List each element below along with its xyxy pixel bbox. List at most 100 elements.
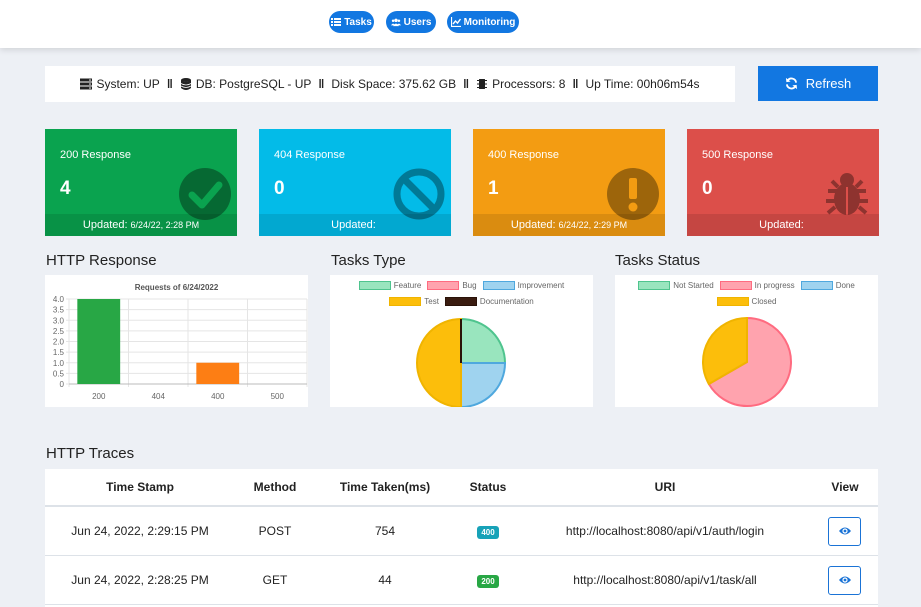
nav-tasks-button[interactable]: Tasks — [329, 11, 374, 33]
top-navbar: Tasks Users Monitoring — [0, 0, 921, 48]
view-trace-button[interactable] — [828, 516, 861, 546]
legend-label: Improvement — [517, 281, 565, 290]
card-title: 200 Response — [60, 149, 131, 161]
card-footer: Updated: 6/24/22, 2:28 PM — [45, 214, 237, 236]
card-footer: Updated: — [259, 214, 451, 236]
legend-swatch — [719, 281, 752, 290]
header-status[interactable]: Status — [469, 480, 507, 494]
tasks-type-legend-row2: Test Documentation — [330, 297, 593, 306]
card-footer: Updated: 6/24/22, 2:29 PM — [473, 214, 665, 236]
refresh-button[interactable]: Refresh — [758, 66, 878, 101]
refresh-label: Refresh — [805, 76, 852, 91]
card-value: 1 — [488, 178, 499, 199]
bug-icon — [826, 173, 868, 215]
tasks-type-legend: Feature Bug Improvement — [330, 281, 593, 290]
separator: ‖ — [318, 77, 325, 91]
updated-time: 6/24/22, 2:28 PM — [130, 220, 200, 230]
system-status-text: System: UP — [96, 77, 160, 91]
tasks-status-chart-panel: Not Started In progress Done Closed — [615, 275, 878, 407]
legend-swatch — [800, 281, 833, 290]
cell-timestamp: Jun 24, 2022, 2:28:25 PM — [71, 573, 209, 587]
database-icon — [180, 78, 192, 90]
header-view[interactable]: View — [831, 480, 859, 494]
response-card-400: 400 Response 1 Updated: 6/24/22, 2:29 PM — [473, 129, 665, 236]
view-trace-button[interactable] — [828, 565, 861, 595]
nav-users-label: Users — [403, 16, 432, 28]
card-value: 0 — [702, 178, 713, 199]
legend-item-bug[interactable]: Bug — [427, 281, 477, 290]
cell-time-taken: 754 — [374, 524, 396, 538]
legend-label: Not Started — [673, 281, 714, 290]
pie-slice-improvement — [460, 362, 507, 407]
separator: ‖ — [463, 77, 470, 91]
updated-label: Updated: — [510, 219, 556, 231]
legend-swatch — [482, 281, 515, 290]
updated-label: Updated: — [331, 219, 376, 231]
legend-item-test[interactable]: Test — [389, 297, 439, 306]
chart-line-icon — [450, 17, 461, 27]
legend-item-improvement[interactable]: Improvement — [482, 281, 565, 290]
response-card-200: 200 Response 4 Updated: 6/24/22, 2:28 PM — [45, 129, 237, 236]
cell-time-taken: 44 — [378, 573, 392, 587]
tasks-status-legend: Not Started In progress Done — [615, 281, 878, 290]
x-tick-label: 404 — [152, 392, 166, 401]
card-title: 500 Response — [702, 149, 773, 161]
y-tick-label: 1.5 — [53, 348, 65, 357]
y-tick-label: 3.5 — [53, 306, 65, 315]
legend-item-feature[interactable]: Feature — [358, 281, 422, 290]
eye-icon — [838, 527, 851, 535]
cell-method: POST — [258, 524, 292, 538]
cell-uri: http://localhost:8080/api/v1/auth/login — [565, 524, 765, 538]
pie-slice-feature — [460, 317, 507, 364]
list-icon — [331, 18, 342, 26]
tasks-status-pie-chart — [702, 316, 792, 407]
legend-item-documentation[interactable]: Documentation — [444, 297, 534, 306]
http-response-bar-chart: 4.0 3.53.0 2.5 2.01.5 1.00.5 0 200 404 400 500 — [53, 295, 308, 401]
legend-label: In progress — [754, 281, 795, 290]
nav-users-button[interactable]: Users — [386, 11, 436, 33]
table-header: Time Stamp Method Time Taken(ms) Status … — [45, 469, 878, 507]
cell-method: GET — [262, 573, 288, 587]
legend-swatch — [444, 297, 477, 306]
x-tick-label: 200 — [92, 392, 106, 401]
updated-time: 6/24/22, 2:29 PM — [558, 220, 628, 230]
updated-label: Updated: — [82, 219, 128, 231]
legend-item-done[interactable]: Done — [800, 281, 855, 290]
card-value: 4 — [60, 178, 71, 199]
y-tick-label: 1.0 — [53, 359, 65, 368]
header-method[interactable]: Method — [253, 480, 297, 494]
tasks-type-pie-chart — [416, 317, 507, 407]
users-icon — [390, 18, 401, 27]
response-card-500: 500 Response 0 Updated: — [687, 129, 879, 236]
http-traces-table: Time Stamp Method Time Taken(ms) Status … — [45, 469, 878, 607]
card-value: 0 — [274, 178, 285, 199]
status-badge: 400 — [477, 525, 499, 539]
legend-label: Feature — [393, 281, 422, 290]
x-tick-label: 500 — [271, 392, 285, 401]
sync-icon — [785, 77, 797, 90]
table-row: Jun 24, 2022, 2:29:15 PM POST 754 400 ht… — [45, 507, 878, 556]
header-uri[interactable]: URI — [654, 480, 676, 494]
legend-label: Documentation — [479, 297, 534, 306]
y-tick-label: 0 — [60, 380, 65, 389]
tasks-type-chart-panel: Feature Bug Improvement Test Documentati… — [330, 275, 593, 407]
header-time-taken[interactable]: Time Taken(ms) — [339, 480, 431, 494]
cell-timestamp: Jun 24, 2022, 2:29:15 PM — [71, 524, 209, 538]
y-tick-label: 0.5 — [53, 369, 65, 378]
legend-item-not-started[interactable]: Not Started — [638, 281, 714, 290]
legend-swatch — [358, 281, 391, 290]
legend-item-closed[interactable]: Closed — [716, 297, 776, 306]
pie-slice-test — [416, 317, 462, 407]
legend-item-in-progress[interactable]: In progress — [719, 281, 795, 290]
y-tick-label: 3.0 — [53, 316, 65, 325]
nav-monitoring-button[interactable]: Monitoring — [447, 11, 519, 33]
pie-slice-in-progress — [707, 316, 792, 407]
http-traces-title: HTTP Traces — [46, 445, 135, 462]
legend-swatch — [638, 281, 671, 290]
card-title: 400 Response — [488, 149, 559, 161]
cell-status: 200 — [453, 573, 523, 588]
db-status-text: DB: PostgreSQL - UP — [195, 77, 312, 91]
bar-400 — [196, 362, 240, 384]
header-time-stamp[interactable]: Time Stamp — [106, 480, 174, 494]
cell-status: 400 — [453, 524, 523, 539]
